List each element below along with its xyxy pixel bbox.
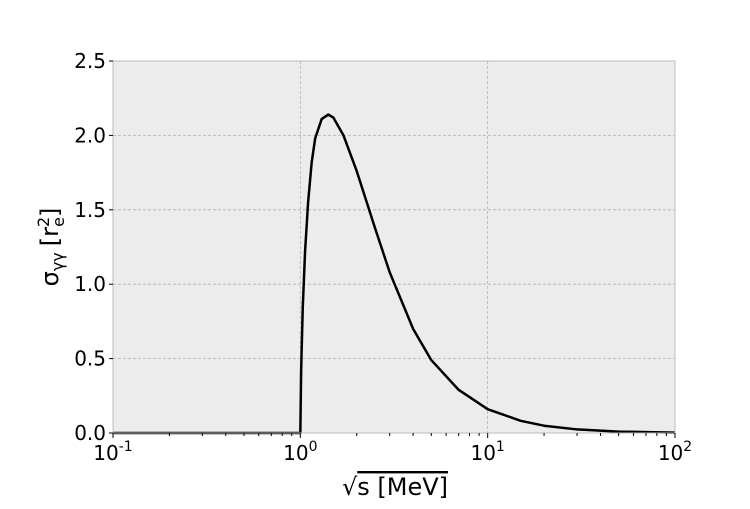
- y-axis-symbol: σ: [36, 271, 64, 286]
- plot-background: [113, 61, 675, 433]
- x-tick-label: 100: [283, 439, 317, 465]
- x-tick-label: 102: [658, 439, 692, 465]
- y-axis-unit-sub: e: [49, 217, 68, 227]
- plot-frame: [112, 60, 676, 434]
- y-tick-labels: 0.0 0.5 1.0 1.5 2.0 2.5: [74, 49, 106, 445]
- y-axis-unit-close: ]: [36, 208, 64, 217]
- y-tick-label: 0.0: [74, 421, 106, 445]
- series-line: [113, 113, 676, 435]
- x-axis-label: √s [MeV]: [342, 473, 448, 501]
- y-tick-label: 2.5: [74, 49, 106, 73]
- x-tick-label: 101: [470, 439, 504, 465]
- y-axis-label: σγγ [r2e]: [34, 208, 68, 287]
- x-axis-label-text: s [MeV]: [357, 473, 448, 501]
- y-tick-label: 2.0: [74, 123, 106, 147]
- y-axis-unit-open: [r: [36, 227, 64, 246]
- x-tick-labels: 10-1 100 101 102: [93, 439, 692, 465]
- y-tick-label: 1.5: [74, 198, 106, 222]
- x-tick-label: 10-1: [93, 439, 132, 465]
- y-tick-label: 1.0: [74, 272, 106, 296]
- sqrt-symbol: √: [342, 473, 358, 501]
- y-axis-unit-sup: 2: [34, 217, 53, 227]
- y-axis-subscript: γγ: [48, 252, 67, 271]
- y-tick-label: 0.5: [74, 347, 106, 371]
- tick-marks: [109, 60, 676, 438]
- series-group: [113, 113, 676, 435]
